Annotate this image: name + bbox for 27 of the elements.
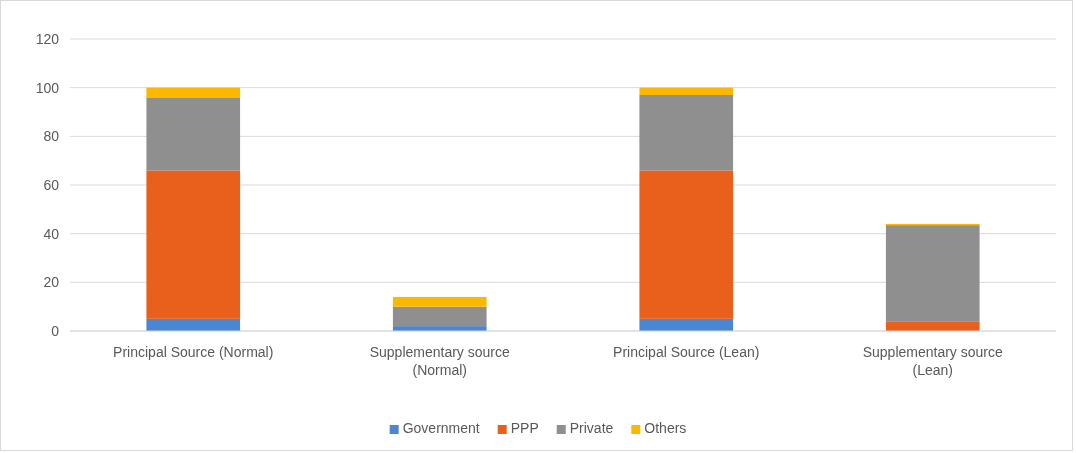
legend-label: Others — [644, 420, 687, 436]
x-tick-label: Principal Source (Normal) — [113, 344, 274, 360]
bar — [392, 306, 487, 327]
bar — [639, 170, 734, 319]
legend-label: Private — [569, 420, 614, 436]
bar — [885, 225, 980, 322]
bar — [639, 318, 734, 331]
bar — [146, 97, 241, 171]
bar — [146, 87, 241, 98]
x-tick-label: Principal Source (Lean) — [613, 344, 760, 360]
y-tick-label: 0 — [51, 322, 60, 339]
x-tick-label: Supplementary source (Normal) — [369, 344, 510, 378]
bar — [392, 296, 487, 307]
y-tick-label: 80 — [43, 128, 60, 145]
y-tick-label: 60 — [43, 176, 60, 193]
y-tick-label: 40 — [43, 225, 60, 242]
y-tick-label: 120 — [35, 30, 60, 47]
y-tick-label: 20 — [43, 274, 60, 291]
legend-label: Government — [402, 420, 480, 436]
bar — [885, 321, 980, 331]
x-tick-label: Supplementary source (Lean) — [862, 344, 1003, 378]
bar — [639, 94, 734, 171]
bar — [146, 170, 241, 319]
bar — [639, 87, 734, 95]
y-tick-label: 100 — [35, 79, 60, 96]
bar — [146, 318, 241, 331]
legend-label: PPP — [510, 420, 539, 436]
